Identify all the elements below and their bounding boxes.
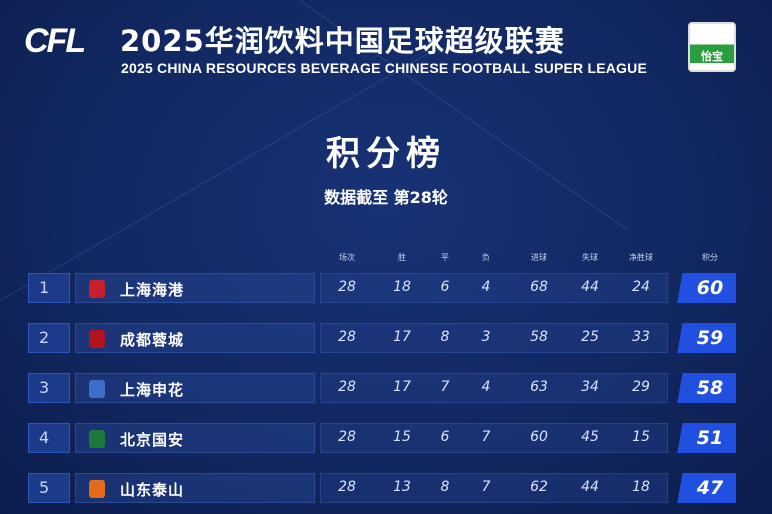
stats-cell bbox=[320, 323, 668, 353]
team-cell: 上海海港 bbox=[75, 273, 315, 303]
stat-value: 7 bbox=[481, 479, 491, 495]
points: 51 bbox=[676, 423, 736, 453]
stat-value: 44 bbox=[581, 479, 599, 495]
stat-value: 58 bbox=[530, 329, 548, 345]
page-title: 积分榜 bbox=[326, 134, 446, 174]
stats-cell bbox=[320, 373, 668, 403]
round-info: 数据截至 第28轮 bbox=[324, 188, 448, 207]
column-header: 积分 bbox=[702, 253, 718, 262]
team-cell: 上海申花 bbox=[75, 373, 315, 403]
team-name: 上海海港 bbox=[120, 281, 185, 299]
team-name: 山东泰山 bbox=[120, 481, 185, 499]
column-header: 负 bbox=[482, 253, 490, 262]
points: 60 bbox=[676, 273, 736, 303]
stat-value: 44 bbox=[581, 279, 599, 295]
stat-value: 17 bbox=[393, 379, 411, 395]
column-header: 进球 bbox=[531, 253, 547, 262]
stat-value: 15 bbox=[632, 429, 650, 445]
stat-value: 28 bbox=[338, 379, 356, 395]
league-title: 2025华润饮料中国足球超级联赛 bbox=[120, 24, 565, 58]
rank: 3 bbox=[28, 373, 70, 403]
column-header: 失球 bbox=[582, 253, 598, 262]
team-crest-icon bbox=[89, 380, 105, 398]
stat-value: 60 bbox=[530, 429, 548, 445]
rank: 4 bbox=[28, 423, 70, 453]
stat-value: 28 bbox=[338, 329, 356, 345]
stat-value: 7 bbox=[440, 379, 450, 395]
column-header: 净胜球 bbox=[629, 253, 653, 262]
stat-value: 28 bbox=[338, 479, 356, 495]
stat-value: 13 bbox=[393, 479, 411, 495]
stat-value: 45 bbox=[581, 429, 599, 445]
team-cell: 山东泰山 bbox=[75, 473, 315, 503]
stat-value: 33 bbox=[632, 329, 650, 345]
team-crest-icon bbox=[89, 480, 105, 498]
stat-value: 4 bbox=[481, 279, 491, 295]
column-header: 平 bbox=[441, 253, 449, 262]
team-cell: 北京国安 bbox=[75, 423, 315, 453]
sponsor-logo: 怡宝 bbox=[688, 22, 736, 72]
team-name: 成都蓉城 bbox=[120, 331, 185, 349]
stats-cell bbox=[320, 273, 668, 303]
stat-value: 6 bbox=[440, 279, 450, 295]
stat-value: 29 bbox=[632, 379, 650, 395]
team-name: 上海申花 bbox=[120, 381, 185, 399]
column-header: 胜 bbox=[398, 253, 406, 262]
rank: 1 bbox=[28, 273, 70, 303]
team-cell: 成都蓉城 bbox=[75, 323, 315, 353]
stats-cell bbox=[320, 473, 668, 503]
team-crest-icon bbox=[89, 330, 105, 348]
stat-value: 8 bbox=[440, 479, 450, 495]
rank: 5 bbox=[28, 473, 70, 503]
league-subtitle: 2025 CHINA RESOURCES BEVERAGE CHINESE FO… bbox=[121, 60, 647, 76]
stat-value: 25 bbox=[581, 329, 599, 345]
table-row: 3 上海申花 28 17 7 4 63 34 29 58 bbox=[28, 373, 738, 403]
stat-value: 8 bbox=[440, 329, 450, 345]
points: 59 bbox=[676, 323, 736, 353]
stat-value: 17 bbox=[393, 329, 411, 345]
stat-value: 18 bbox=[632, 479, 650, 495]
stat-value: 62 bbox=[530, 479, 548, 495]
stat-value: 34 bbox=[581, 379, 599, 395]
cfl-logo: CFL bbox=[24, 22, 86, 60]
stat-value: 24 bbox=[632, 279, 650, 295]
points: 47 bbox=[676, 473, 736, 503]
table-row: 1 上海海港 28 18 6 4 68 44 24 60 bbox=[28, 273, 738, 303]
rank: 2 bbox=[28, 323, 70, 353]
stat-value: 68 bbox=[530, 279, 548, 295]
stat-value: 7 bbox=[481, 429, 491, 445]
table-row: 2 成都蓉城 28 17 8 3 58 25 33 59 bbox=[28, 323, 738, 353]
points: 58 bbox=[676, 373, 736, 403]
stat-value: 28 bbox=[338, 279, 356, 295]
stat-value: 3 bbox=[481, 329, 491, 345]
stat-value: 63 bbox=[530, 379, 548, 395]
team-name: 北京国安 bbox=[120, 431, 185, 449]
stat-value: 18 bbox=[393, 279, 411, 295]
stat-value: 4 bbox=[481, 379, 491, 395]
stat-value: 6 bbox=[440, 429, 450, 445]
stats-cell bbox=[320, 423, 668, 453]
column-header: 场次 bbox=[339, 253, 355, 262]
team-crest-icon bbox=[89, 280, 105, 298]
table-row: 5 山东泰山 28 13 8 7 62 44 18 47 bbox=[28, 473, 738, 503]
team-crest-icon bbox=[89, 430, 105, 448]
stat-value: 28 bbox=[338, 429, 356, 445]
stat-value: 15 bbox=[393, 429, 411, 445]
table-row: 4 北京国安 28 15 6 7 60 45 15 51 bbox=[28, 423, 738, 453]
